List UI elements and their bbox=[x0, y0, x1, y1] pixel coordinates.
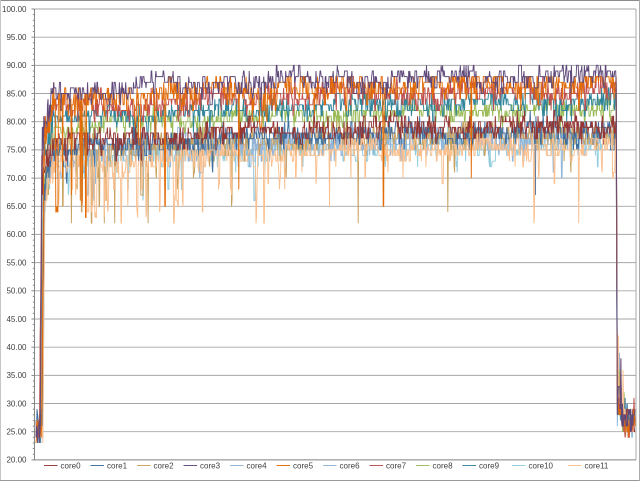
svg-text:core11: core11 bbox=[585, 462, 609, 471]
svg-text:45.00: 45.00 bbox=[6, 315, 27, 324]
svg-text:core0: core0 bbox=[61, 462, 82, 471]
svg-text:65.00: 65.00 bbox=[6, 202, 27, 211]
svg-text:core7: core7 bbox=[386, 462, 407, 471]
svg-text:core9: core9 bbox=[479, 462, 500, 471]
svg-text:core3: core3 bbox=[200, 462, 221, 471]
svg-text:55.00: 55.00 bbox=[6, 258, 27, 267]
svg-text:35.00: 35.00 bbox=[6, 371, 27, 380]
svg-text:50.00: 50.00 bbox=[6, 287, 27, 296]
svg-text:100.00: 100.00 bbox=[2, 5, 27, 14]
svg-text:25.00: 25.00 bbox=[6, 428, 27, 437]
svg-text:80.00: 80.00 bbox=[6, 118, 27, 127]
svg-text:40.00: 40.00 bbox=[6, 343, 27, 352]
svg-text:core10: core10 bbox=[529, 462, 554, 471]
svg-text:core1: core1 bbox=[107, 462, 128, 471]
svg-text:core6: core6 bbox=[340, 462, 361, 471]
svg-text:75.00: 75.00 bbox=[6, 146, 27, 155]
svg-text:30.00: 30.00 bbox=[6, 399, 27, 408]
svg-text:core2: core2 bbox=[154, 462, 175, 471]
svg-text:core4: core4 bbox=[247, 462, 268, 471]
svg-text:core8: core8 bbox=[433, 462, 454, 471]
svg-text:95.00: 95.00 bbox=[6, 33, 27, 42]
svg-text:70.00: 70.00 bbox=[6, 174, 27, 183]
svg-text:85.00: 85.00 bbox=[6, 89, 27, 98]
svg-text:core5: core5 bbox=[293, 462, 314, 471]
svg-text:20.00: 20.00 bbox=[6, 456, 27, 465]
svg-text:90.00: 90.00 bbox=[6, 61, 27, 70]
svg-text:60.00: 60.00 bbox=[6, 230, 27, 239]
